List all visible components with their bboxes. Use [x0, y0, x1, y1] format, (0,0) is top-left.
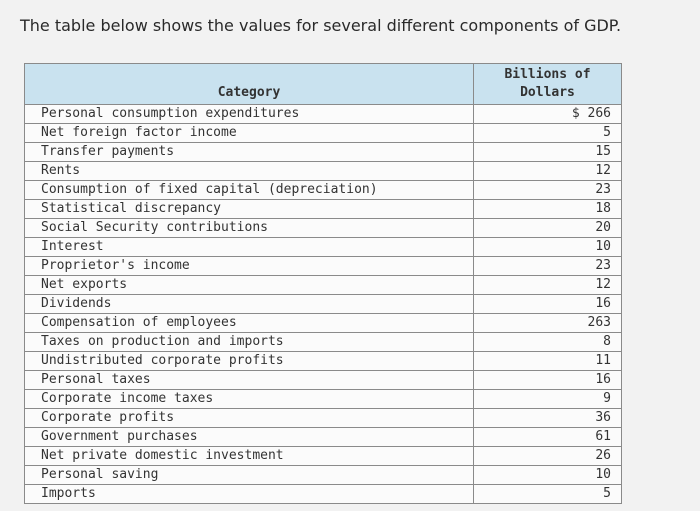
table-body: Personal consumption expenditures $ 266 N…	[24, 104, 622, 504]
table-row: Dividends 16	[24, 294, 622, 314]
value-cell: 26	[473, 446, 622, 466]
category-cell: Personal consumption expenditures	[24, 104, 474, 124]
table-row: Transfer payments 15	[24, 142, 622, 162]
table-row: Proprietor's income 23	[24, 256, 622, 276]
table-row: Taxes on production and imports 8	[24, 332, 622, 352]
category-cell: Consumption of fixed capital (depreciati…	[24, 180, 474, 200]
table-row: Interest 10	[24, 237, 622, 257]
table-row: Net exports 12	[24, 275, 622, 295]
category-cell: Rents	[24, 161, 474, 181]
category-cell: Transfer payments	[24, 142, 474, 162]
value-cell: 12	[473, 275, 622, 295]
category-cell: Social Security contributions	[24, 218, 474, 238]
value-cell: 36	[473, 408, 622, 428]
category-cell: Personal taxes	[24, 370, 474, 390]
value-cell: 5	[473, 484, 622, 504]
category-cell: Corporate profits	[24, 408, 474, 428]
value-cell: 15	[473, 142, 622, 162]
category-cell: Interest	[24, 237, 474, 257]
value-cell: 20	[473, 218, 622, 238]
value-cell: 10	[473, 237, 622, 257]
table-row: Personal taxes 16	[24, 370, 622, 390]
value-cell: 5	[473, 123, 622, 143]
table-row: Corporate income taxes 9	[24, 389, 622, 409]
value-cell: 61	[473, 427, 622, 447]
table-row: Net private domestic investment 26	[24, 446, 622, 466]
category-cell: Imports	[24, 484, 474, 504]
table-header-row: Category Billions of Dollars	[24, 63, 622, 105]
category-cell: Taxes on production and imports	[24, 332, 474, 352]
intro-text: The table below shows the values for sev…	[20, 16, 622, 35]
table-row: Compensation of employees 263	[24, 313, 622, 333]
value-cell: 11	[473, 351, 622, 371]
category-cell: Undistributed corporate profits	[24, 351, 474, 371]
value-cell: 12	[473, 161, 622, 181]
table-row: Consumption of fixed capital (depreciati…	[24, 180, 622, 200]
table-row: Government purchases 61	[24, 427, 622, 447]
value-cell: 23	[473, 180, 622, 200]
table-row: Social Security contributions 20	[24, 218, 622, 238]
value-cell: 10	[473, 465, 622, 485]
category-cell: Proprietor's income	[24, 256, 474, 276]
value-cell: 23	[473, 256, 622, 276]
table-row: Rents 12	[24, 161, 622, 181]
table-row: Statistical discrepancy 18	[24, 199, 622, 219]
table-row: Personal consumption expenditures $ 266	[24, 104, 622, 124]
category-cell: Government purchases	[24, 427, 474, 447]
category-cell: Compensation of employees	[24, 313, 474, 333]
category-cell: Corporate income taxes	[24, 389, 474, 409]
category-cell: Statistical discrepancy	[24, 199, 474, 219]
category-cell: Personal saving	[24, 465, 474, 485]
value-cell: 263	[473, 313, 622, 333]
value-cell: 16	[473, 370, 622, 390]
category-cell: Dividends	[24, 294, 474, 314]
table-row: Undistributed corporate profits 11	[24, 351, 622, 371]
category-cell: Net exports	[24, 275, 474, 295]
value-cell: 8	[473, 332, 622, 352]
table-row: Corporate profits 36	[24, 408, 622, 428]
category-column-header: Category	[24, 63, 474, 105]
gdp-components-table: Category Billions of Dollars Personal co…	[24, 63, 622, 504]
category-cell: Net private domestic investment	[24, 446, 474, 466]
table-row: Net foreign factor income 5	[24, 123, 622, 143]
value-cell: 9	[473, 389, 622, 409]
value-cell: $ 266	[473, 104, 622, 124]
category-cell: Net foreign factor income	[24, 123, 474, 143]
value-cell: 18	[473, 199, 622, 219]
table-row: Personal saving 10	[24, 465, 622, 485]
table-row: Imports 5	[24, 484, 622, 504]
value-cell: 16	[473, 294, 622, 314]
value-column-header: Billions of Dollars	[473, 63, 622, 105]
